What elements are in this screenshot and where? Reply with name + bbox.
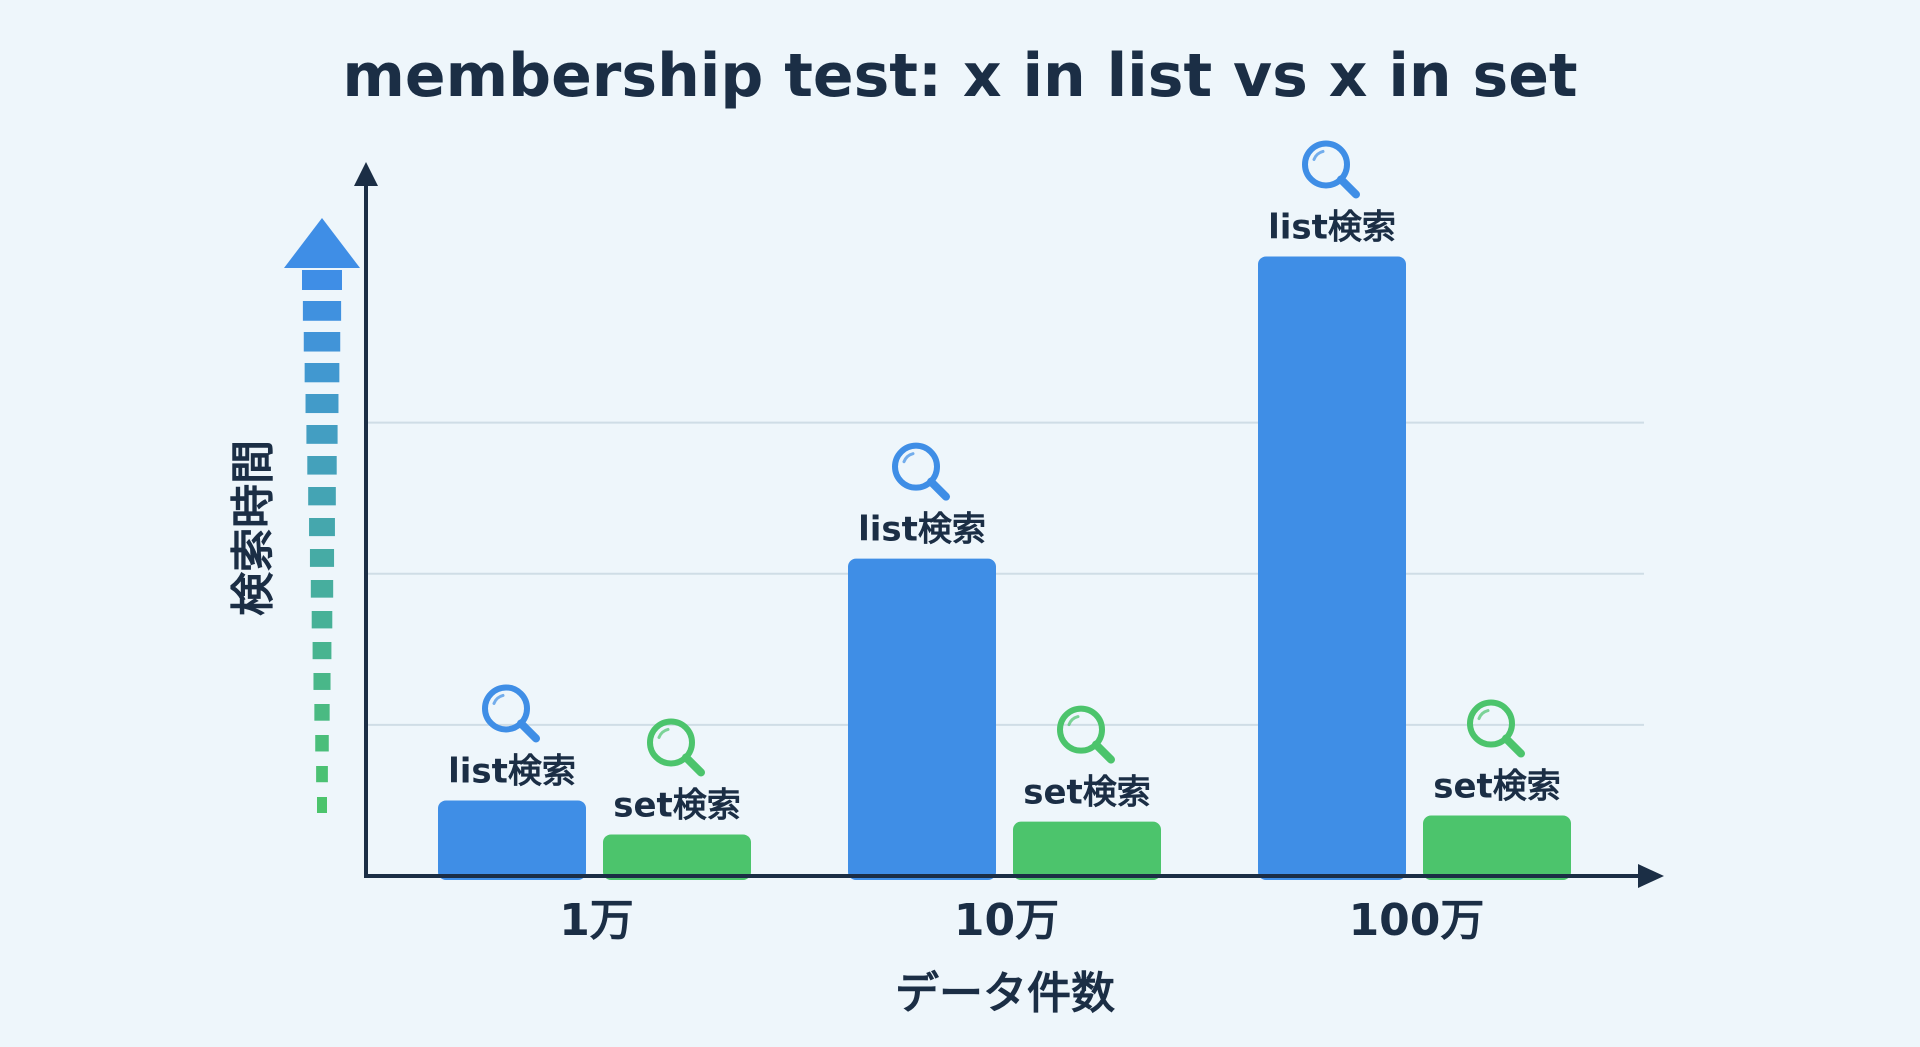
arrow-dash [306,425,338,444]
arrow-dash [315,735,329,752]
arrow-dash [314,704,330,721]
increase-arrow-icon [284,218,360,813]
search-icon [1057,705,1115,764]
arrow-dash [305,394,339,414]
arrow-dash [317,797,327,813]
arrow-dash [313,673,331,690]
bar-list [438,800,586,880]
bar-label: set検索 [613,785,741,825]
bar-list [848,558,996,880]
search-icon [647,718,705,777]
x-axis-arrowhead [1638,864,1664,888]
bar-set [603,834,751,880]
bar-annotations: list検索 set検索 list検索 set検索 list検索 set検索 [448,140,1561,825]
x-tick-labels: 1万 10万 100万 [559,895,1484,946]
bar-label: list検索 [1268,207,1396,247]
bar-set [1423,815,1571,880]
arrow-dash [311,611,333,629]
y-axis-arrowhead [354,162,378,186]
arrow-dash [312,642,332,660]
bars [438,256,1571,880]
search-icon [482,684,540,743]
x-tick-label: 1万 [559,895,634,946]
bar-set [1013,821,1161,880]
bar-label: list検索 [448,751,576,791]
increase-arrowhead [284,218,360,268]
bar-label: set検索 [1023,773,1151,813]
arrow-dash [303,332,341,352]
arrow-dash [309,518,335,537]
bar-list [1258,256,1406,880]
x-tick-label: 10万 [954,895,1059,946]
arrow-dash [308,487,336,506]
axes [354,162,1664,888]
arrow-dash [316,766,328,783]
search-icon [892,442,950,501]
x-axis-label: データ件数 [895,968,1115,1019]
arrow-dash [309,549,335,567]
chart-title: membership test: x in list vs x in set [342,41,1577,111]
gridlines [368,421,1644,726]
bar-label: set検索 [1433,767,1561,807]
x-tick-label: 100万 [1349,895,1485,946]
search-icon [1467,699,1525,758]
arrow-dash [310,580,334,598]
arrow-dash [304,363,340,383]
y-axis-label: 検索時間 [228,440,279,616]
bar-label: list検索 [858,510,986,550]
arrow-dash [302,270,342,290]
arrow-dash [307,456,337,475]
search-icon [1302,140,1360,199]
arrow-dash [302,301,342,321]
